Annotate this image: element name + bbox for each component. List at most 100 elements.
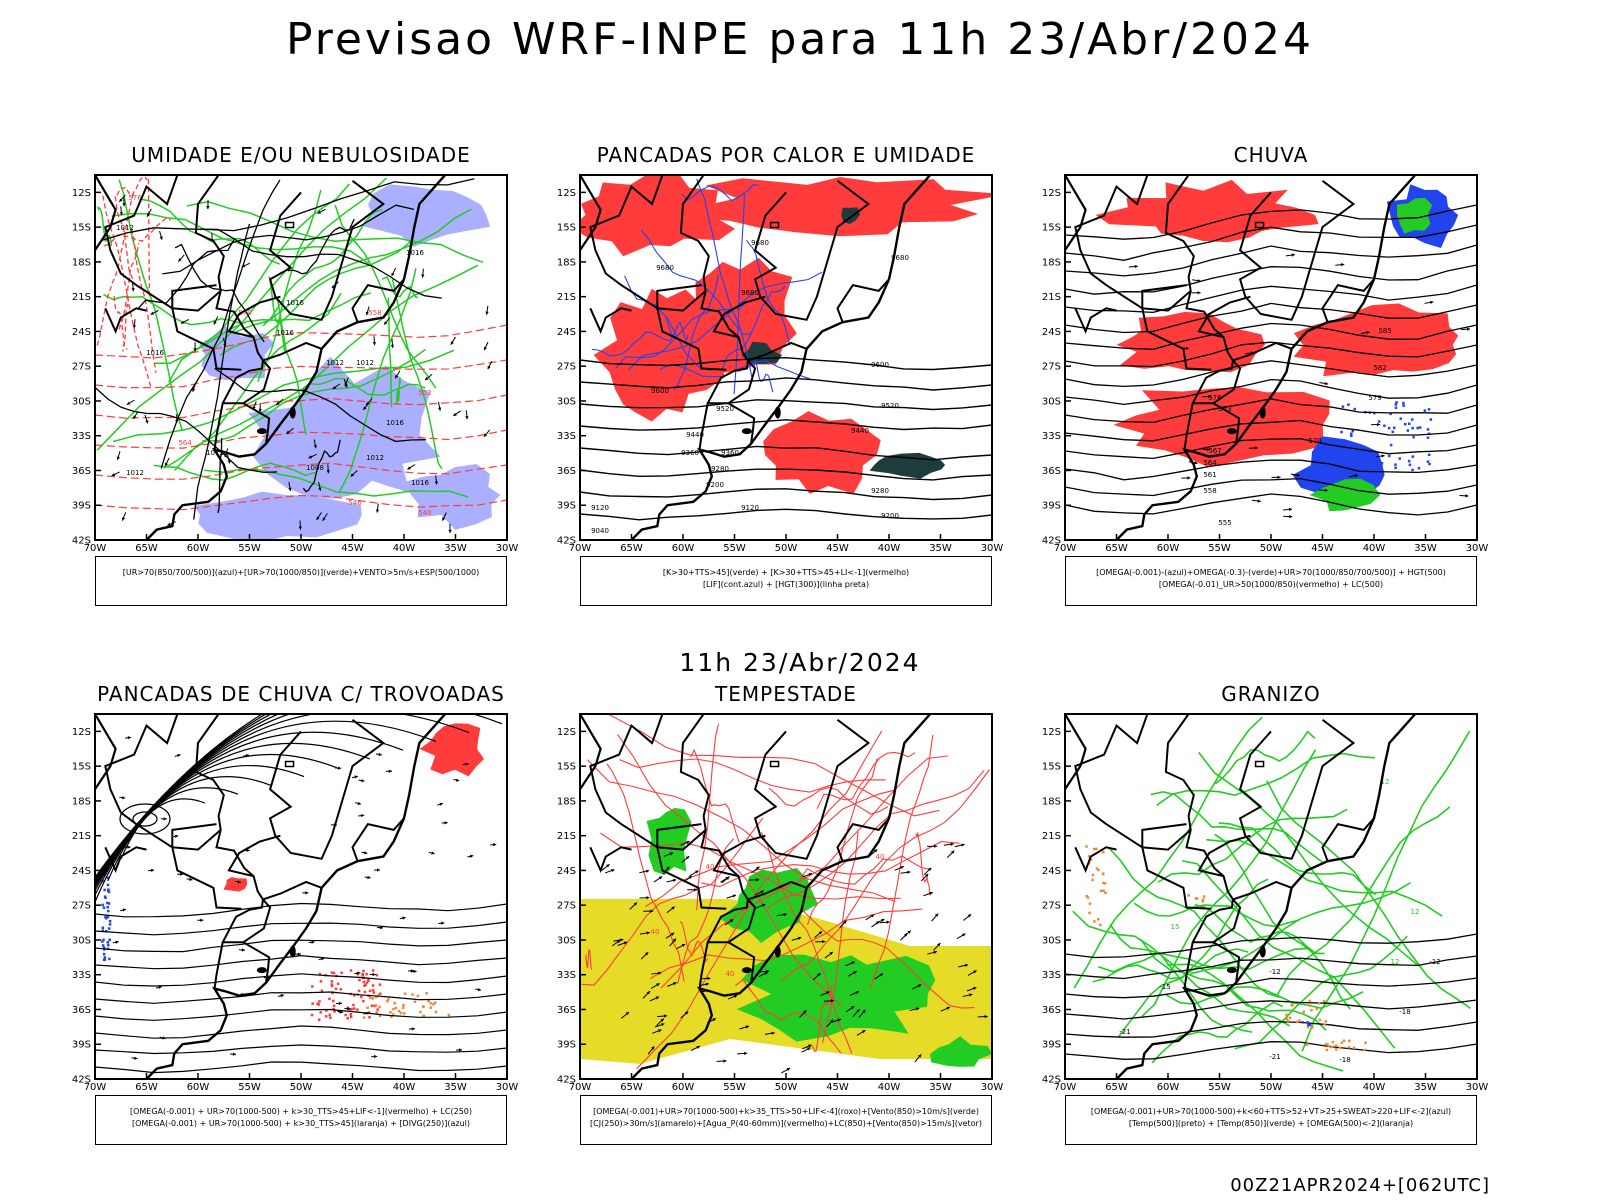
lifted-index-blue-contour [665, 315, 689, 342]
lon-label: 50W [1260, 543, 1283, 554]
contour-label: -15 [1159, 983, 1170, 991]
contour-label: 555 [1218, 519, 1231, 527]
streamline [95, 720, 437, 885]
map-content: 9680 9680 9680 9680 9600 9600 9520 9520 9440 9440… [580, 175, 992, 540]
rain-green-area [1309, 478, 1381, 512]
wind-vector-head [258, 408, 262, 412]
omega-orange-dot [1318, 1002, 1321, 1005]
omega-orange-dot [1102, 889, 1105, 892]
storm-red-dot [332, 1004, 336, 1008]
lon-label: 55W [723, 543, 746, 554]
wind-vector-head [192, 388, 196, 392]
lifted-index-blue-contour [681, 184, 759, 202]
legend-line: [UR>70(850/700/500)](azul)+[UR>70(1000/8… [122, 568, 480, 577]
omega-orange-dot [1364, 1041, 1367, 1044]
lat-label: 15S [557, 762, 576, 773]
wind-vector-head [826, 991, 830, 995]
rain-green-area [1397, 197, 1433, 234]
storm-red-dot [319, 1011, 322, 1014]
streamline-arrow-head [1296, 473, 1300, 477]
temp500-black-contour [1065, 977, 1477, 999]
wind-vector-head [145, 420, 149, 424]
streamline-arrow-head [1430, 300, 1434, 304]
omega-orange-dot [1102, 851, 1105, 854]
wind-vector-head [384, 321, 388, 325]
pressure-contour [160, 179, 281, 469]
wind-vector-head [650, 909, 654, 913]
wind-vector-head [818, 931, 823, 935]
storm-orange-dot [371, 997, 374, 1000]
hail-blue-dot [1308, 1023, 1312, 1027]
divergence-blue-dot [102, 952, 106, 956]
lat-label: 36S [1042, 1005, 1061, 1016]
storm-orange-dot [377, 993, 380, 996]
pressure-contour [287, 218, 355, 275]
wind-vector-head [375, 509, 380, 513]
lon-label: 35W [929, 1082, 952, 1093]
omega-orange-dot [1095, 847, 1098, 851]
temp850-green-contour [1157, 808, 1348, 883]
wind-vector-head [620, 938, 624, 942]
hgt500-contour [1065, 224, 1477, 261]
map-base [580, 175, 932, 540]
storm-red-dot [371, 969, 375, 972]
precip-water-red-contour [760, 832, 853, 1054]
streamline [95, 714, 264, 879]
wind-vector-head [391, 272, 395, 277]
omega-orange-dot [1347, 1046, 1351, 1049]
divergence-blue-dot [101, 929, 105, 932]
precip-water-red-contour [811, 985, 833, 1053]
wind-vector-head [147, 213, 151, 217]
wind-vector-head [317, 210, 321, 214]
rain-blue-dot [1399, 417, 1402, 420]
rain-blue-dot [1358, 447, 1361, 450]
lat-label: 33S [1042, 970, 1061, 981]
wind-vector-head [694, 888, 698, 892]
wind-vector-head [726, 876, 730, 880]
map-base [1065, 714, 1417, 1079]
lat-label: 33S [1042, 431, 1061, 442]
wind-vector-head [950, 850, 955, 854]
streamline-arrow-head [379, 926, 384, 930]
wind-vector-head [917, 984, 922, 988]
streamline-arrow-head [245, 753, 250, 758]
hgt300-contour [580, 399, 992, 411]
streamline-arrow-head [241, 948, 246, 952]
storm-red-dot [375, 973, 379, 977]
streamline-arrow-head [1466, 327, 1471, 331]
border-line [747, 880, 807, 901]
wind-vector-head [116, 456, 120, 460]
wind-vector-head [326, 470, 330, 474]
lat-label: 21S [557, 292, 576, 303]
divergence-blue-dot [103, 958, 107, 961]
storm-orange-dot [394, 1006, 398, 1010]
lon-label: 65W [1105, 1082, 1128, 1093]
omega-orange-dot [1306, 1026, 1310, 1029]
wind-vector-head [733, 994, 738, 998]
omega-orange-dot [1352, 1046, 1356, 1049]
hgt500-contour [1065, 264, 1477, 295]
lat-label: 39S [72, 501, 91, 512]
map-content: -12 -12 -15 -18 -21 -18 -21 12 12 12 15 [1065, 714, 1477, 1079]
wind-vector-head [756, 878, 760, 882]
rain-blue-dot [1359, 453, 1362, 456]
streamline-arrow-head [1277, 475, 1281, 479]
rain-blue-dot [1418, 426, 1422, 429]
hgt300-contour [580, 356, 992, 371]
rain-blue-dot [1416, 426, 1419, 430]
omega-orange-dot [1318, 1018, 1322, 1022]
streamline [95, 714, 470, 884]
wind-vector-head [332, 385, 337, 390]
contour-label: 9680 [891, 254, 909, 262]
storm-red-dot [349, 969, 353, 972]
humidity-green-contour [268, 276, 287, 353]
contour-label: 9360 [721, 449, 739, 457]
precip-water-red-contour [696, 723, 720, 911]
rain-blue-dot [1429, 418, 1433, 421]
streamline [95, 742, 371, 890]
omega-orange-dot [1334, 1044, 1338, 1047]
lon-label: 35W [444, 543, 467, 554]
lat-label: 27S [72, 362, 91, 373]
lon-label: 30W [981, 1082, 1004, 1093]
map-content: 40 40 40 40 [580, 714, 992, 1079]
